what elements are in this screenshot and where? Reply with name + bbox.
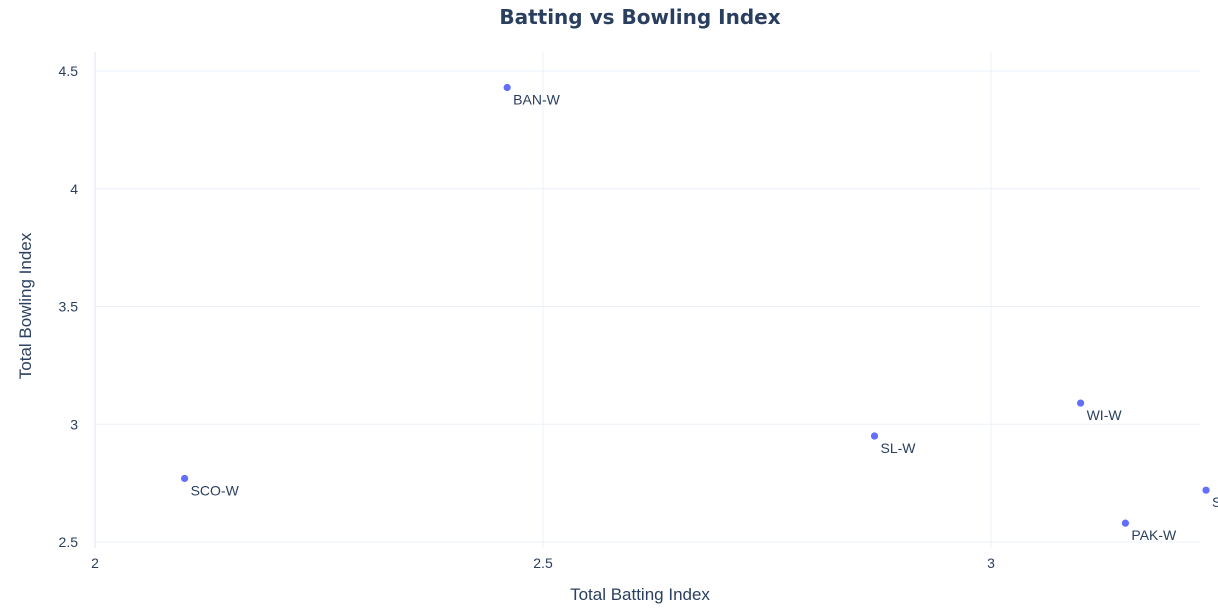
data-point-pak-w[interactable] [1121, 519, 1129, 527]
x-tick-label: 2 [91, 555, 99, 571]
data-label-sl-w: SL-W [881, 440, 917, 456]
y-tick-label: 4 [70, 181, 78, 197]
data-label-sa-w: SA-W [1212, 494, 1218, 510]
x-tick-label: 2.5 [533, 555, 553, 571]
y-axis-label: Total Bowling Index [16, 232, 35, 379]
y-tick-label: 4.5 [59, 63, 79, 79]
data-label-sco-w: SCO-W [191, 482, 240, 498]
data-point-sco-w[interactable] [181, 474, 189, 483]
y-tick-label: 3.5 [59, 299, 79, 315]
data-point-sa-w[interactable] [1202, 486, 1210, 494]
x-axis-label: Total Batting Index [570, 585, 710, 604]
y-tick-label: 3 [70, 416, 78, 432]
data-point-sl-w[interactable] [870, 432, 879, 440]
data-label-pak-w: PAK-W [1131, 527, 1177, 543]
data-label-ban-w: BAN-W [513, 91, 560, 107]
grid-lines [94, 52, 1200, 548]
data-label-wi-w: WI-W [1087, 407, 1123, 423]
x-tick-label: 3 [987, 555, 995, 571]
data-point-wi-w[interactable] [1077, 399, 1085, 407]
y-tick-label: 2.5 [59, 534, 79, 550]
chart-title: Batting vs Bowling Index [499, 5, 780, 29]
data-point-ban-w[interactable] [503, 83, 511, 92]
tick-labels: 22.533.542.533.544.5 [59, 63, 996, 571]
data-points: BAN-WENG-WAUS-WIND-WWI-WSL-WSCO-WNZ-WSA-… [181, 83, 1218, 543]
